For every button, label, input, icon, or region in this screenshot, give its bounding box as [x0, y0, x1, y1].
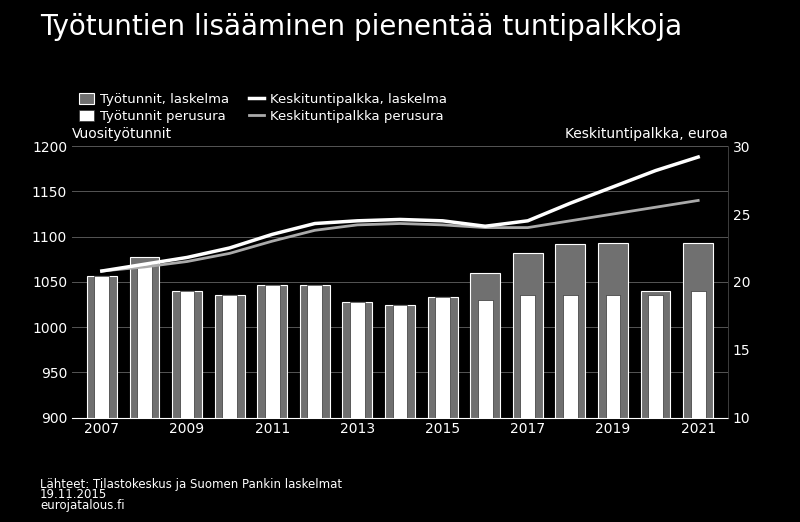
Bar [393, 305, 407, 522]
Bar [606, 294, 621, 522]
Bar [435, 297, 450, 522]
Bar [385, 305, 415, 522]
Keskituntipalkka perusura [650, 204, 660, 210]
Keskituntipalkka perusura [353, 222, 362, 228]
Bar [87, 276, 117, 522]
Keskituntipalkka perusura [267, 238, 277, 244]
Bar [513, 253, 542, 522]
Bar [555, 244, 586, 522]
Keskituntipalkka, laskelma [182, 254, 192, 260]
Bar [265, 284, 280, 522]
Keskituntipalkka perusura [140, 264, 150, 270]
Bar [648, 294, 663, 522]
Bar [350, 302, 365, 522]
Keskituntipalkka, laskelma [566, 200, 575, 206]
Keskituntipalkka perusura [395, 220, 405, 227]
Bar [258, 284, 287, 522]
Keskituntipalkka, laskelma [97, 268, 106, 274]
Bar [179, 291, 194, 522]
Keskituntipalkka, laskelma [523, 218, 533, 224]
Bar [690, 291, 706, 522]
Keskituntipalkka perusura [438, 222, 447, 228]
Keskituntipalkka, laskelma [438, 218, 447, 224]
Line: Keskituntipalkka perusura: Keskituntipalkka perusura [102, 200, 698, 271]
Legend: Työtunnit, laskelma, Työtunnit perusura, Keskituntipalkka, laskelma, Keskituntip: Työtunnit, laskelma, Työtunnit perusura,… [78, 93, 446, 123]
Text: Vuosityötunnit: Vuosityötunnit [72, 127, 172, 141]
Bar [683, 243, 713, 522]
Text: Työtuntien lisääminen pienentää tuntipalkkoja: Työtuntien lisääminen pienentää tuntipal… [40, 13, 682, 41]
Bar [428, 297, 458, 522]
Keskituntipalkka perusura [694, 197, 703, 204]
Bar [563, 294, 578, 522]
Bar [172, 291, 202, 522]
Text: Lähteet: Tilastokeskus ja Suomen Pankin laskelmat: Lähteet: Tilastokeskus ja Suomen Pankin … [40, 478, 342, 491]
Text: 19.11.2015: 19.11.2015 [40, 488, 107, 501]
Bar [307, 284, 322, 522]
Keskituntipalkka, laskelma [480, 223, 490, 229]
Keskituntipalkka perusura [608, 211, 618, 217]
Keskituntipalkka, laskelma [225, 245, 234, 251]
Bar [300, 284, 330, 522]
Keskituntipalkka perusura [523, 224, 533, 231]
Bar [130, 256, 159, 522]
Keskituntipalkka, laskelma [395, 216, 405, 222]
Line: Keskituntipalkka, laskelma: Keskituntipalkka, laskelma [102, 157, 698, 271]
Keskituntipalkka perusura [310, 227, 320, 233]
Bar [214, 294, 245, 522]
Keskituntipalkka perusura [566, 218, 575, 224]
Keskituntipalkka, laskelma [310, 220, 320, 227]
Bar [94, 276, 110, 522]
Keskituntipalkka, laskelma [650, 168, 660, 174]
Bar [520, 295, 535, 522]
Keskituntipalkka perusura [225, 250, 234, 256]
Bar [470, 273, 500, 522]
Keskituntipalkka perusura [97, 268, 106, 274]
Bar [137, 264, 152, 522]
Keskituntipalkka, laskelma [694, 154, 703, 160]
Keskituntipalkka, laskelma [267, 231, 277, 238]
Keskituntipalkka, laskelma [608, 184, 618, 190]
Bar [641, 291, 670, 522]
Bar [598, 243, 628, 522]
Bar [342, 302, 372, 522]
Keskituntipalkka, laskelma [353, 218, 362, 224]
Keskituntipalkka perusura [480, 224, 490, 231]
Text: eurojatalous.fi: eurojatalous.fi [40, 499, 125, 512]
Text: Keskituntipalkka, euroa: Keskituntipalkka, euroa [565, 127, 728, 141]
Keskituntipalkka, laskelma [140, 261, 150, 267]
Bar [478, 300, 493, 522]
Keskituntipalkka perusura [182, 258, 192, 265]
Bar [222, 295, 237, 522]
